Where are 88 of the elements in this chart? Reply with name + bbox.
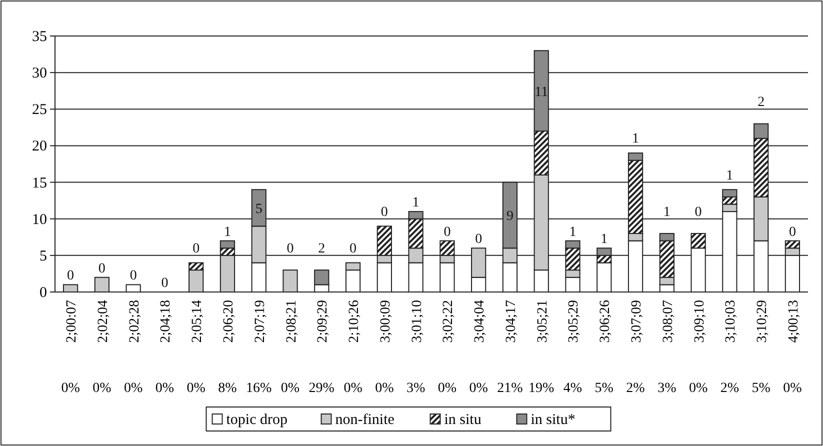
y-tick-label: 25 <box>32 102 47 118</box>
text: 29% <box>308 381 335 396</box>
data-label: 0 <box>192 241 200 256</box>
data-label: 1 <box>663 204 670 220</box>
x-tick-label: 4;00;13 <box>786 300 802 343</box>
data-label: 9 <box>506 209 514 224</box>
x-tick-label: 2;10;26 <box>347 300 362 343</box>
text: 0% <box>155 381 174 396</box>
bar <box>94 276 110 292</box>
y-tick-label: 10 <box>32 212 47 228</box>
x-tick-label: 3;04;17 <box>504 300 519 343</box>
data-label: 0 <box>350 241 357 256</box>
text: 3% <box>406 381 426 396</box>
data-label: 0 <box>380 204 388 220</box>
text: 0% <box>344 381 363 396</box>
x-tick-label: 2;00:07 <box>64 300 80 343</box>
x-tick-label: 3;04;04 <box>472 300 488 343</box>
text: 4% <box>563 381 582 396</box>
text: 0% <box>92 381 112 396</box>
text: 2% <box>626 381 646 396</box>
text: 0% <box>375 381 394 396</box>
x-tick-label: 3;05;29 <box>566 300 582 343</box>
data-label: 1 <box>224 224 231 240</box>
y-tick-label: 5 <box>40 248 47 264</box>
legend-label: topic drop <box>226 412 288 428</box>
x-tick-label: 3;10;29 <box>755 300 770 343</box>
data-label: 0 <box>130 268 137 284</box>
x-tick-label: 2;07;19 <box>252 300 268 343</box>
x-tick-label: 2;02;28 <box>127 300 142 343</box>
data-label: 1 <box>600 232 608 248</box>
data-label: 0 <box>67 268 74 284</box>
y-tick-label: 20 <box>32 138 47 155</box>
text: 0% <box>124 381 143 396</box>
legend-label: non-finite <box>335 412 395 428</box>
y-tick-label: 15 <box>32 175 47 192</box>
x-tick-label: 3;02;22 <box>441 300 456 343</box>
text: 0% <box>783 381 802 396</box>
x-tick-label: 3;08;07 <box>660 300 676 343</box>
data-label: 0 <box>444 224 451 240</box>
data-label: 1 <box>569 224 576 240</box>
text: 19% <box>528 381 555 396</box>
data-label: 0 <box>694 204 702 220</box>
data-label: 0 <box>98 261 106 276</box>
text: 0% <box>469 381 488 396</box>
x-tick-label: 2;05;14 <box>190 300 206 343</box>
text: 0% <box>280 381 300 396</box>
data-label: 1 <box>726 168 734 184</box>
legend-label: in situ <box>444 412 482 428</box>
data-label: 2 <box>318 241 326 256</box>
data-label: 2 <box>758 95 765 110</box>
data-label: 0 <box>788 224 796 240</box>
x-tick-label: 2;08;21 <box>284 300 300 343</box>
text: 16% <box>246 381 272 396</box>
x-tick-label: 3;06;26 <box>598 300 614 343</box>
data-label: 5 <box>255 202 262 217</box>
text: 5% <box>594 381 614 396</box>
y-tick-label: 30 <box>32 66 47 82</box>
text: 2% <box>720 381 740 396</box>
text: 0% <box>688 381 708 396</box>
y-tick-label: 0 <box>40 285 47 301</box>
bar <box>282 270 298 292</box>
x-tick-label: 3;05;21 <box>535 300 550 343</box>
data-label: 0 <box>475 232 482 248</box>
text: 21% <box>497 381 524 396</box>
data-label: 0 <box>286 241 294 256</box>
bar <box>62 284 78 292</box>
x-tick-label: 2;02;04 <box>96 300 111 343</box>
data-label: 1 <box>412 196 420 211</box>
x-tick-label: 3;07;09 <box>630 300 645 343</box>
bar <box>126 284 141 292</box>
text: 8% <box>218 381 238 396</box>
x-tick-label: 3;01;10 <box>410 300 425 343</box>
x-tick-label: 3;10;03 <box>724 300 739 343</box>
x-tick-label: 3;09;10 <box>692 300 708 343</box>
x-tick-label: 3;00;09 <box>378 300 394 343</box>
data-label: 1 <box>632 132 640 147</box>
x-tick-label: 2;09;29 <box>316 300 331 343</box>
text: 0% <box>186 381 206 396</box>
legend-label: in situ* <box>530 412 576 428</box>
text: 3% <box>658 381 677 396</box>
text: 0% <box>61 381 80 396</box>
y-tick-label: 35 <box>32 29 47 45</box>
x-tick-label: 2;04;18 <box>158 300 174 343</box>
x-tick-label: 2;06;20 <box>221 300 236 343</box>
text: 0% <box>438 381 457 396</box>
data-label: 0 <box>161 276 168 291</box>
data-label: 11 <box>534 84 548 100</box>
text: 5% <box>752 381 771 396</box>
